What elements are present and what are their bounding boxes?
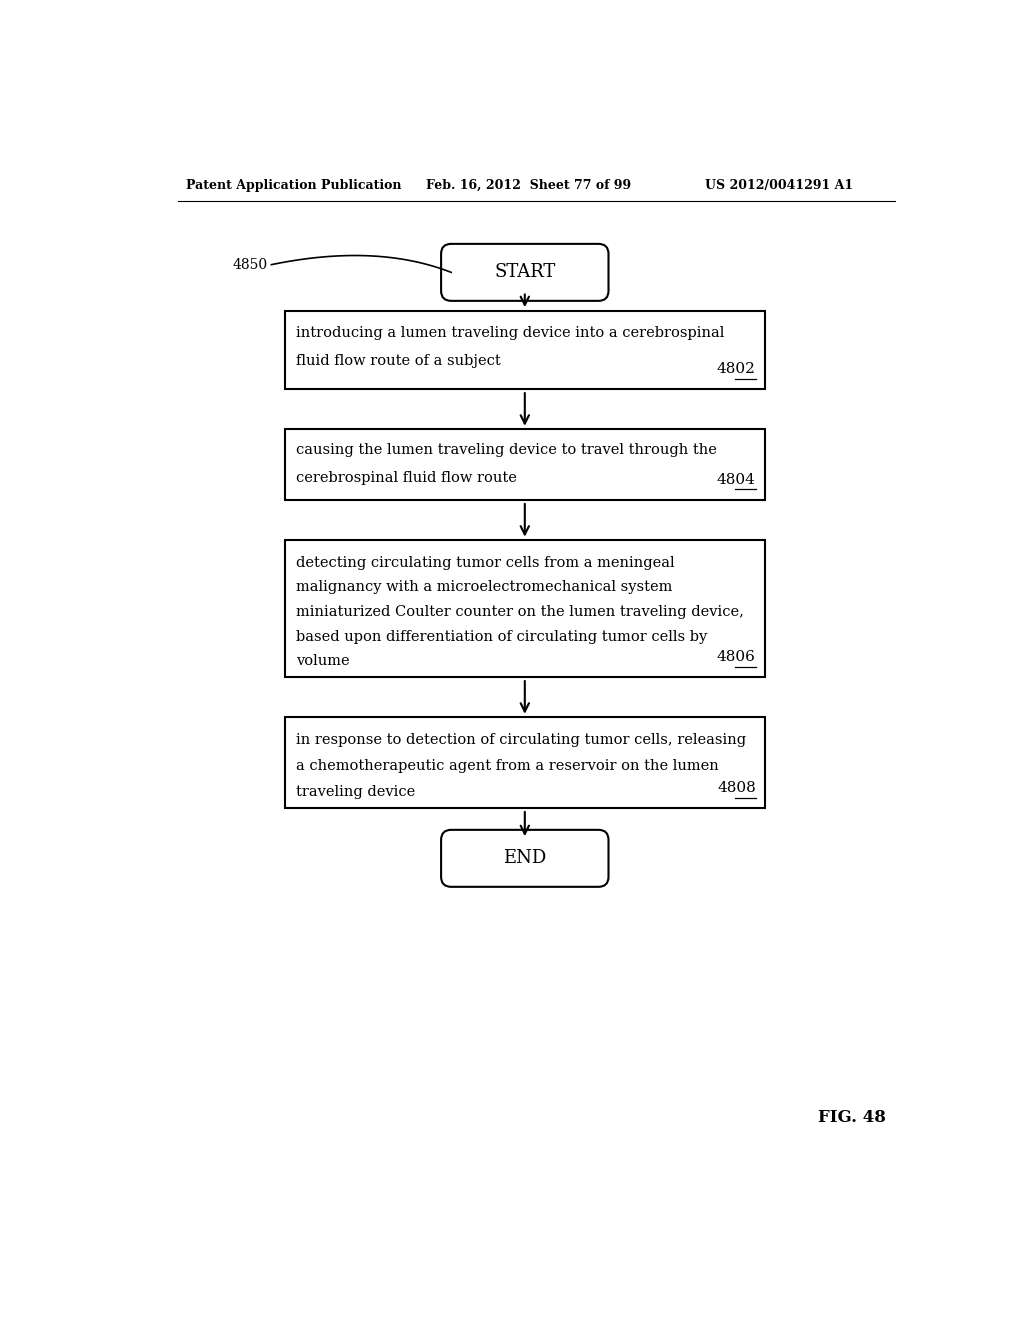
Text: cerebrospinal fluid flow route: cerebrospinal fluid flow route bbox=[296, 471, 517, 484]
Text: 4804: 4804 bbox=[717, 473, 756, 487]
Text: FIG. 48: FIG. 48 bbox=[818, 1109, 886, 1126]
Text: introducing a lumen traveling device into a cerebrospinal: introducing a lumen traveling device int… bbox=[296, 326, 725, 341]
Text: detecting circulating tumor cells from a meningeal: detecting circulating tumor cells from a… bbox=[296, 556, 675, 570]
FancyBboxPatch shape bbox=[285, 540, 765, 677]
Text: 4802: 4802 bbox=[717, 362, 756, 376]
Text: in response to detection of circulating tumor cells, releasing: in response to detection of circulating … bbox=[296, 733, 746, 747]
FancyBboxPatch shape bbox=[285, 312, 765, 389]
FancyBboxPatch shape bbox=[285, 429, 765, 500]
Text: volume: volume bbox=[296, 655, 350, 668]
FancyBboxPatch shape bbox=[285, 718, 765, 808]
FancyBboxPatch shape bbox=[441, 830, 608, 887]
Text: a chemotherapeutic agent from a reservoir on the lumen: a chemotherapeutic agent from a reservoi… bbox=[296, 759, 719, 774]
Text: Feb. 16, 2012  Sheet 77 of 99: Feb. 16, 2012 Sheet 77 of 99 bbox=[426, 178, 632, 191]
Text: Patent Application Publication: Patent Application Publication bbox=[186, 178, 401, 191]
FancyBboxPatch shape bbox=[441, 244, 608, 301]
Text: based upon differentiation of circulating tumor cells by: based upon differentiation of circulatin… bbox=[296, 630, 708, 644]
Text: miniaturized Coulter counter on the lumen traveling device,: miniaturized Coulter counter on the lume… bbox=[296, 605, 744, 619]
Text: 4808: 4808 bbox=[717, 781, 756, 795]
Text: fluid flow route of a subject: fluid flow route of a subject bbox=[296, 354, 501, 368]
Text: START: START bbox=[495, 264, 555, 281]
Text: 4806: 4806 bbox=[717, 651, 756, 664]
Text: causing the lumen traveling device to travel through the: causing the lumen traveling device to tr… bbox=[296, 444, 717, 457]
Text: 4850: 4850 bbox=[232, 257, 267, 272]
Text: malignancy with a microelectromechanical system: malignancy with a microelectromechanical… bbox=[296, 581, 673, 594]
Text: END: END bbox=[503, 849, 547, 867]
Text: US 2012/0041291 A1: US 2012/0041291 A1 bbox=[706, 178, 853, 191]
Text: traveling device: traveling device bbox=[296, 785, 416, 799]
